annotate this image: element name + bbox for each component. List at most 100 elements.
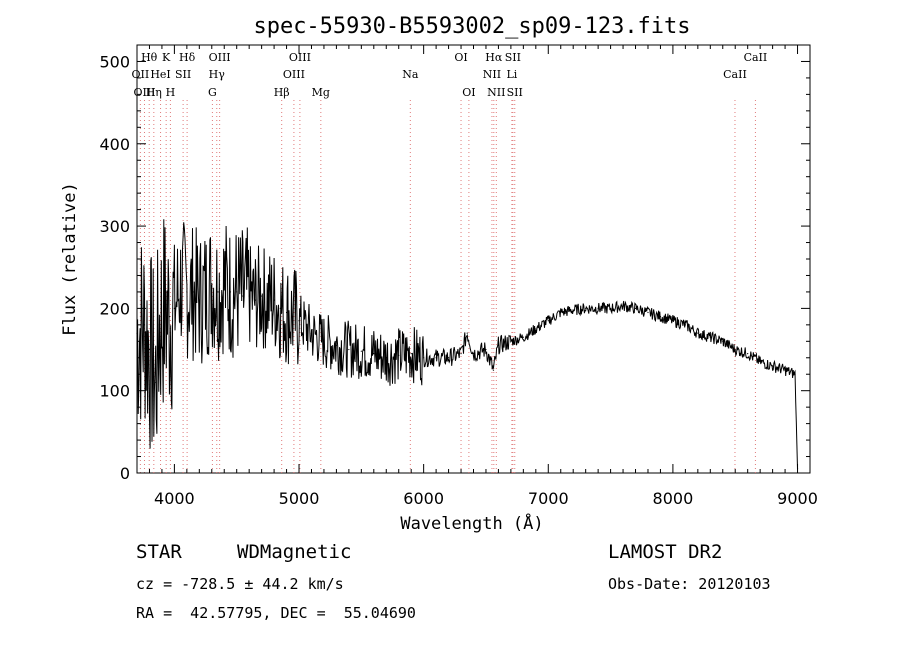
spectrum-anchor-point — [298, 320, 300, 322]
spectral-line-label: Hθ — [141, 51, 158, 64]
spectrum-anchor-point — [168, 316, 171, 318]
chart-title: spec-55930-B5593002_sp09-123.fits — [253, 14, 690, 39]
spectrum-anchor-point — [204, 291, 207, 293]
spectrum-anchor-point — [261, 295, 263, 297]
spectrum-anchor-point — [547, 320, 549, 322]
spectral-line-label: OII — [132, 68, 150, 81]
spectrum-anchor-point — [410, 353, 412, 355]
spectral-line-label: OIII — [133, 86, 155, 99]
spectrum-anchor-point — [772, 365, 774, 367]
spectrum-anchor-point — [285, 311, 288, 314]
y-tick-label: 100 — [99, 382, 130, 401]
spectral-line-label: Hγ — [209, 68, 226, 81]
spectrum-anchor-point — [163, 307, 166, 309]
spectrum-anchor-point — [273, 299, 275, 301]
spectral-line-label: SII — [505, 51, 521, 64]
spectrum-anchor-point — [622, 305, 624, 307]
spectrum-anchor-point — [460, 353, 462, 355]
spectrum-anchor-point — [485, 348, 487, 351]
y-tick-label: 300 — [99, 217, 130, 236]
y-tick-label: 0 — [120, 464, 130, 483]
spectrum-line — [136, 219, 798, 469]
spectrum-anchor-point — [497, 344, 500, 347]
spectrum-anchor-point — [360, 350, 362, 352]
spectrum-anchor-point — [148, 348, 151, 351]
spectrum-anchor-point — [759, 361, 761, 363]
x-tick-label: 6000 — [403, 489, 444, 508]
spectrum-anchor-point — [158, 324, 161, 326]
spectral-line-label: Hα — [485, 51, 503, 64]
spectrum-anchor-point — [186, 291, 188, 293]
spectrum-anchor-point — [672, 320, 674, 322]
spectral-line-label: CaII — [723, 68, 747, 81]
spectrum-anchor-point — [647, 311, 649, 314]
spectrum-anchor-point — [267, 299, 269, 301]
spectral-line-label: HeI — [150, 68, 170, 81]
spectrum-anchor-point — [435, 357, 437, 359]
spectrum-anchor-point — [522, 336, 524, 338]
x-tick-label: 9000 — [777, 489, 818, 508]
spectrum-anchor-point — [236, 291, 238, 293]
spectral-line-label: Hη — [146, 86, 162, 99]
spectrum-anchor-point — [510, 340, 512, 342]
y-axis-label: Flux (relative) — [60, 182, 80, 336]
x-tick-label: 5000 — [279, 489, 320, 508]
spectrum-anchor-point — [248, 295, 250, 297]
spectrum-anchor-point — [373, 353, 375, 355]
coordinates: RA = 42.57795, DEC = 55.04690 — [136, 604, 416, 622]
spectral-line-label: NII — [483, 68, 501, 81]
spectrum-anchor-point — [722, 340, 724, 342]
spectrum-anchor-point — [173, 307, 175, 309]
spectrum-anchor-point — [492, 369, 495, 371]
x-tick-label: 4000 — [154, 489, 195, 508]
spectral-line-label: OI — [454, 51, 467, 64]
spectrum-anchor-point — [572, 309, 574, 311]
spectrum-chart: spec-55930-B5593002_sp09-123.fits Hθ OII O… — [60, 14, 818, 534]
spectrum-anchor-point — [217, 291, 219, 293]
object-subclass: WDMagnetic — [237, 541, 352, 563]
spectral-line-label: CaII — [744, 51, 768, 64]
spectrum-anchor-point — [466, 332, 468, 334]
spectrum-anchor-point — [192, 291, 194, 293]
y-tick-label: 400 — [99, 135, 130, 154]
spectral-line-label: OIII — [209, 51, 231, 64]
spectral-line-label: Na — [402, 68, 419, 81]
spectrum-anchor-point — [229, 291, 232, 293]
spectrum-anchor-point — [211, 283, 213, 285]
x-tick-label: 7000 — [528, 489, 569, 508]
spectrum-anchor-point — [242, 295, 244, 297]
x-axis-label: Wavelength (Å) — [400, 512, 543, 534]
spectrum-anchor-point — [143, 324, 146, 326]
spectral-line-label: Hβ — [274, 86, 290, 99]
spectrum-anchor-point — [385, 357, 387, 359]
spectral-line-label: OI — [462, 86, 475, 99]
series-layer — [136, 219, 799, 470]
x-tick-label: 8000 — [653, 489, 694, 508]
spectral-line-label: OIII — [289, 51, 311, 64]
y-tick-label: 500 — [99, 52, 130, 71]
axis-ticks-layer: 4000 5000 6000 7000 8000 9000 0 100 200 300 400 500 — [99, 45, 818, 508]
spectrum-anchor-point — [423, 357, 425, 359]
spectrum-anchor-point — [784, 369, 786, 371]
redshift-info: cz = -728.5 ± 44.2 km/s — [136, 575, 344, 593]
spectrum-anchor-point — [659, 316, 662, 318]
spectral-line-label: OIII — [283, 68, 305, 81]
spectrum-anchor-point — [560, 311, 562, 314]
spectrum-anchor-point — [734, 348, 736, 351]
spectrum-anchor-point — [223, 283, 225, 285]
spectrum-anchor-point — [155, 381, 157, 384]
spectral-line-label: Hδ — [179, 51, 196, 64]
spectrum-anchor-point — [348, 348, 350, 351]
spectrum-anchor-point — [447, 357, 450, 359]
y-tick-label: 200 — [99, 299, 130, 318]
spectral-line-label: Mg — [312, 86, 330, 99]
spectrum-anchor-point — [398, 354, 400, 356]
spectral-line-label: G — [208, 86, 217, 99]
spectrum-anchor-point — [254, 299, 256, 301]
survey-name: LAMOST DR2 — [608, 541, 723, 563]
spectrum-anchor-point — [152, 365, 154, 367]
spectrum-anchor-point — [472, 353, 475, 355]
spectrum-anchor-point — [747, 353, 749, 355]
spectrum-anchor-point — [609, 307, 612, 309]
